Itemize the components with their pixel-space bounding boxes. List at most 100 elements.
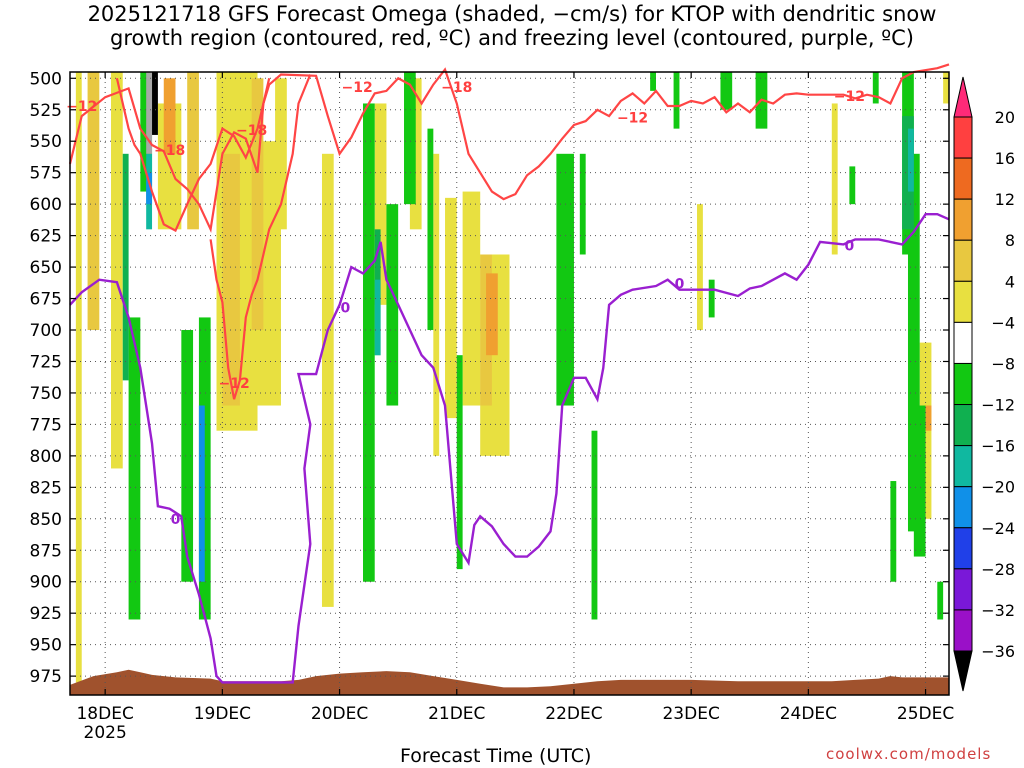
y-tick-label: 650 [30, 258, 62, 278]
contour-label: −12 [66, 99, 97, 115]
y-tick-label: 775 [30, 415, 62, 435]
omega-area [486, 273, 498, 356]
omega-area [849, 166, 856, 205]
y-tick-label: 975 [30, 667, 62, 687]
x-tick-label: 19DEC [194, 704, 251, 724]
omega-area [697, 204, 703, 331]
omega-area [433, 153, 440, 456]
dgz-contour-minus18 [115, 78, 271, 233]
colorbar-swatch [953, 280, 973, 323]
y-tick-label: 525 [30, 101, 62, 121]
colorbar-swatch [953, 321, 973, 364]
omega-area [925, 405, 932, 431]
colorbar-label: −36 [981, 642, 1015, 661]
y-tick-label: 700 [30, 321, 62, 341]
y-tick-label: 900 [30, 573, 62, 593]
omega-area [462, 191, 481, 406]
y-tick-label: 550 [30, 132, 62, 152]
y-tick-label: 625 [30, 227, 62, 247]
y-tick-label: 925 [30, 604, 62, 624]
contour-label: 0 [845, 239, 855, 255]
ground-area [70, 669, 949, 695]
x-tick-label: 22DEC [545, 704, 602, 724]
omega-area [720, 72, 733, 110]
contour-label: −18 [441, 80, 472, 96]
colorbar-swatch [953, 609, 973, 652]
omega-area [673, 72, 680, 129]
y-tick-label: 725 [30, 352, 62, 372]
dgz-contour-lower [209, 74, 312, 400]
omega-area [943, 72, 949, 104]
colorbar-swatch [953, 486, 973, 529]
contour-label: 0 [341, 300, 351, 316]
colorbar-swatch [953, 198, 973, 241]
omega-area [456, 355, 463, 570]
ground-terrain [70, 669, 949, 695]
y-tick-label: 500 [30, 69, 62, 89]
contour-label: −12 [342, 80, 373, 96]
omega-area [222, 153, 240, 406]
omega-area [75, 72, 82, 683]
x-tick-label: 23DEC [662, 704, 719, 724]
omega-area [907, 128, 914, 192]
y-tick-label: 575 [30, 164, 62, 184]
y-tick-label: 800 [30, 447, 62, 467]
credit-link[interactable]: coolwx.com/models [826, 745, 992, 763]
omega-area [181, 330, 194, 582]
omega-area [591, 430, 598, 620]
colorbar-swatch [953, 239, 973, 282]
omega-area [872, 72, 879, 104]
omega-area [937, 581, 944, 620]
omega-area [556, 153, 574, 406]
omega-shading [75, 72, 949, 683]
omega-area [708, 279, 715, 318]
y-tick-label: 675 [30, 290, 62, 310]
omega-area [907, 153, 920, 532]
omega-area [579, 153, 586, 255]
omega-area [386, 204, 399, 406]
contour-label: −18 [236, 123, 267, 139]
omega-area [363, 103, 375, 582]
colorbar: 20 16 12 8 4 −4 −8 −12 −16 −20 −24 −28 −32 −36 [953, 76, 1015, 692]
colorbar-label: −28 [981, 560, 1015, 579]
colorbar-arrow-bottom [953, 650, 973, 692]
omega-area [146, 72, 153, 154]
omega-area [445, 197, 457, 419]
colorbar-arrow-top [953, 76, 973, 118]
x-tick-sublabel: 2025 [84, 723, 127, 743]
colorbar-swatch [953, 404, 973, 447]
omega-area [111, 72, 123, 469]
omega-area [427, 128, 434, 331]
y-tick-label: 850 [30, 510, 62, 530]
colorbar-label: −4 [991, 313, 1015, 332]
contour-labels: −12 −18 −18 −12 −12 −18 −12 −12 0 0 0 0 [66, 80, 865, 528]
colorbar-label: −24 [981, 519, 1015, 538]
y-tick-label: 875 [30, 541, 62, 561]
omega-area [152, 72, 158, 135]
chart-title-line1: 2025121718 GFS Forecast Omega (shaded, −… [87, 2, 937, 26]
omega-area [198, 405, 205, 582]
dgz-contour-top [68, 63, 950, 234]
omega-area [913, 405, 926, 557]
x-tick-label: 21DEC [428, 704, 485, 724]
colorbar-swatch [953, 362, 973, 406]
plot-frame [69, 71, 950, 696]
omega-area [374, 279, 381, 356]
x-tick-label: 20DEC [311, 704, 368, 724]
omega-area [146, 172, 153, 205]
colorbar-swatch [953, 527, 973, 570]
colorbar-label: 4 [1005, 272, 1015, 291]
colorbar-label: 20 [995, 108, 1015, 127]
colorbar-swatch [953, 116, 973, 159]
colorbar-swatch [953, 568, 973, 611]
omega-area [128, 317, 141, 620]
contour-label: −12 [617, 110, 648, 126]
omega-area [890, 481, 897, 582]
y-tick-label: 750 [30, 384, 62, 404]
x-tick-label: 25DEC [897, 704, 954, 724]
omega-area [251, 78, 264, 331]
omega-area [650, 72, 656, 91]
contour-label: −12 [834, 89, 865, 105]
omega-area [275, 78, 287, 230]
